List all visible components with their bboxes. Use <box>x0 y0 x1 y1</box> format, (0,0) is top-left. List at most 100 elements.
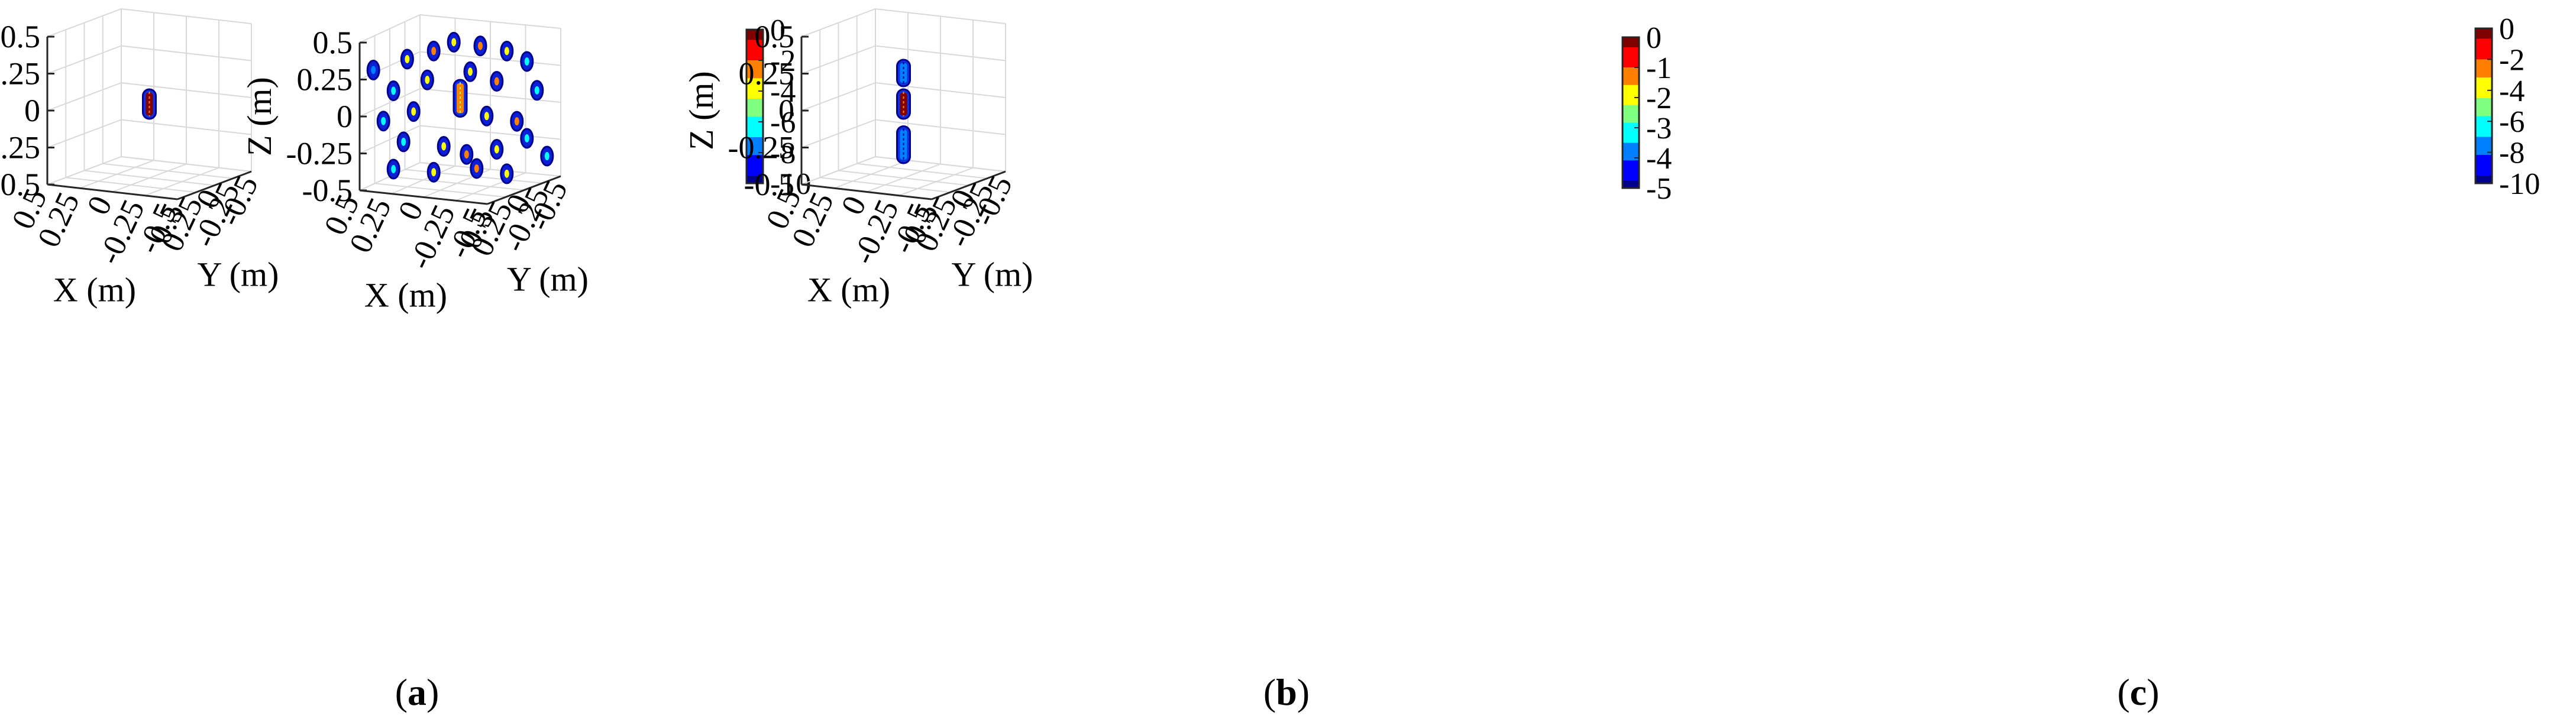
colorbar-segment <box>2475 61 2492 66</box>
z-tick-label: 0.25 <box>739 56 795 92</box>
colorbar-segment <box>1622 70 1639 73</box>
x-axis-label: X (m) <box>364 276 447 315</box>
colorbar-segment <box>1622 173 1639 176</box>
colorbar-tick-label: -8 <box>770 137 796 170</box>
colorbar-segment <box>2475 98 2492 102</box>
colorbar-segment <box>1622 130 1639 134</box>
colorbar-segment <box>2475 88 2492 91</box>
colorbar-segment <box>2475 116 2492 119</box>
colorbar-segment <box>1622 67 1639 71</box>
colorbar-segment <box>1622 145 1639 148</box>
colorbar-segment <box>1622 140 1639 144</box>
colorbar-segment <box>2475 111 2492 115</box>
colorbar-segment <box>746 132 763 135</box>
x-axis-label: X (m) <box>53 271 136 309</box>
colorbar-segment <box>1622 150 1639 154</box>
colorbar-segment <box>1622 50 1639 53</box>
colorbar-segment <box>2475 157 2492 161</box>
colorbar-segment <box>746 37 763 41</box>
colorbar-segment <box>2475 101 2492 104</box>
isosurface-blob-core <box>544 152 550 161</box>
colorbar-segment <box>1622 60 1639 63</box>
colorbar-segment <box>1622 105 1639 108</box>
z-tick-label: 0.25 <box>0 56 40 92</box>
z-tick-label: 0.5 <box>1 19 41 54</box>
colorbar-segment <box>2475 126 2492 130</box>
isosurface-blob-core <box>391 86 396 95</box>
colorbar-tick-label: -2 <box>770 44 796 78</box>
panel-b-caption: (b) <box>1263 671 1310 713</box>
colorbar-segment <box>1622 135 1639 138</box>
colorbar-segment <box>2475 180 2492 184</box>
colorbar-segment <box>1622 158 1639 161</box>
colorbar-segment <box>2475 154 2492 158</box>
colorbar-segment <box>746 163 763 166</box>
colorbar-segment <box>2475 114 2492 117</box>
isosurface-blob-core <box>391 165 396 174</box>
colorbar-segment <box>746 137 763 141</box>
colorbar-segment <box>746 68 763 72</box>
colorbar-segment <box>2475 38 2492 42</box>
colorbar-segment <box>1622 185 1639 189</box>
colorbar-segment <box>746 168 763 171</box>
colorbar-tick-label: -5 <box>1646 172 1672 206</box>
colorbar-segment <box>1622 40 1639 43</box>
colorbar-segment <box>1622 168 1639 171</box>
z-tick-label: -0.5 <box>302 173 353 208</box>
colorbar-segment <box>1622 100 1639 103</box>
colorbar-segment <box>746 93 763 97</box>
colorbar-segment <box>2475 134 2492 138</box>
colorbar-segment <box>1622 90 1639 93</box>
isosurface-blob-core <box>411 107 416 116</box>
colorbar-segment <box>746 65 763 69</box>
colorbar-segment <box>2475 170 2492 174</box>
colorbar-segment <box>746 119 763 122</box>
colorbar-segment <box>1622 180 1639 184</box>
isosurface-blob-core <box>504 47 509 56</box>
z-tick-label: -0.5 <box>0 167 40 202</box>
panel-b: 0.50.250-0.25-0.50.50.250-0.25-0.50.50.2… <box>240 14 1672 713</box>
colorbar-segment <box>746 83 763 87</box>
colorbar-segment <box>746 155 763 158</box>
y-axis-label: Y (m) <box>507 260 589 299</box>
colorbar-segment <box>2475 28 2492 32</box>
target-object-core <box>146 93 153 115</box>
z-tick-label: -0.25 <box>286 136 353 171</box>
colorbar-segment <box>2475 150 2492 153</box>
colorbar-segment <box>1622 42 1639 46</box>
colorbar-frame <box>745 28 764 184</box>
colorbar-segment <box>746 150 763 153</box>
z-tick-label: -0.5 <box>744 167 794 202</box>
colorbar-segment <box>1622 115 1639 118</box>
colorbar-segment <box>1622 77 1639 81</box>
colorbar-segment <box>1622 138 1639 141</box>
colorbar-segment <box>746 165 763 169</box>
y-axis-line <box>931 170 1006 200</box>
colorbar-segment <box>1622 37 1639 41</box>
x-axis-line <box>801 183 932 200</box>
colorbar-segment <box>2475 165 2492 169</box>
colorbar-segment <box>2475 80 2492 83</box>
colorbar-segment <box>746 157 763 161</box>
colorbar-segment <box>2475 173 2492 176</box>
colorbar-segment <box>746 40 763 43</box>
x-axis-line <box>359 189 488 205</box>
colorbar-segment <box>746 60 763 64</box>
colorbar-segment <box>2475 129 2492 132</box>
colorbar-segment <box>746 55 763 59</box>
colorbar-segment <box>2475 57 2492 60</box>
colorbar-segment <box>2475 33 2492 37</box>
panel-a: 0.50.250-0.25-0.50.50.250-0.25-0.50.50.2… <box>0 8 811 713</box>
isosurface-blob-core <box>431 168 437 177</box>
isosurface-blob-core <box>468 67 473 76</box>
colorbar-segment <box>746 32 763 35</box>
isosurface-blob-core <box>524 134 529 142</box>
isosurface-blob-core <box>441 142 447 151</box>
colorbar-segment <box>746 106 763 110</box>
colorbar-segment <box>746 178 763 182</box>
colorbar-segment <box>1622 170 1639 174</box>
colorbar-segment <box>2475 64 2492 68</box>
colorbar-segment <box>1622 160 1639 164</box>
colorbar-segment <box>746 53 763 56</box>
colorbar-segment <box>2475 72 2492 76</box>
